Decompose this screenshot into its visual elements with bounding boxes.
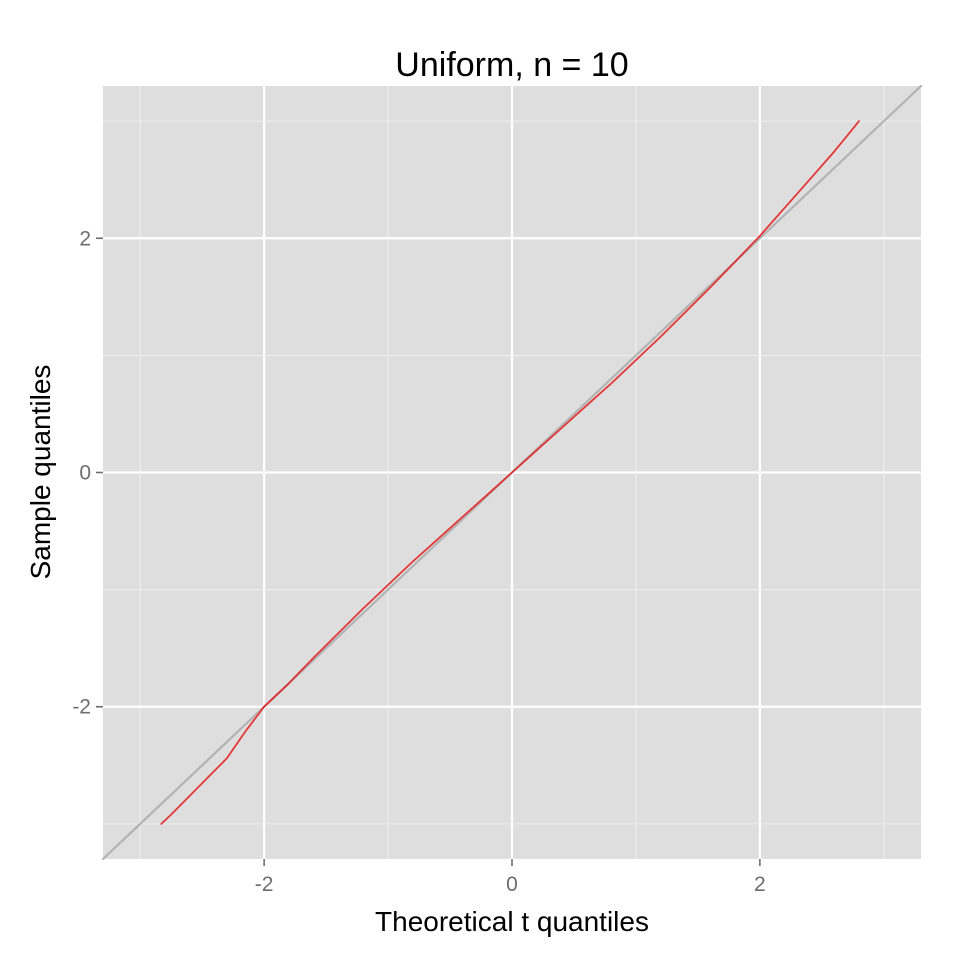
chart-title: Uniform, n = 10 [395, 46, 628, 84]
x-tick-label: -2 [255, 873, 274, 896]
y-tick-label: 2 [79, 227, 91, 250]
x-axis-title: Theoretical t quantiles [375, 906, 649, 937]
series-layer [101, 84, 923, 861]
x-tick-label: 2 [754, 873, 766, 896]
ticks-layer: -2 0 2 -2 0 2 [72, 227, 765, 896]
sample-quantile-line [160, 120, 860, 825]
y-axis-title: Sample quantiles [25, 365, 56, 580]
y-tick-label: -2 [72, 696, 91, 719]
x-tick-label: 0 [506, 873, 518, 896]
y-tick-label: 0 [79, 462, 91, 485]
